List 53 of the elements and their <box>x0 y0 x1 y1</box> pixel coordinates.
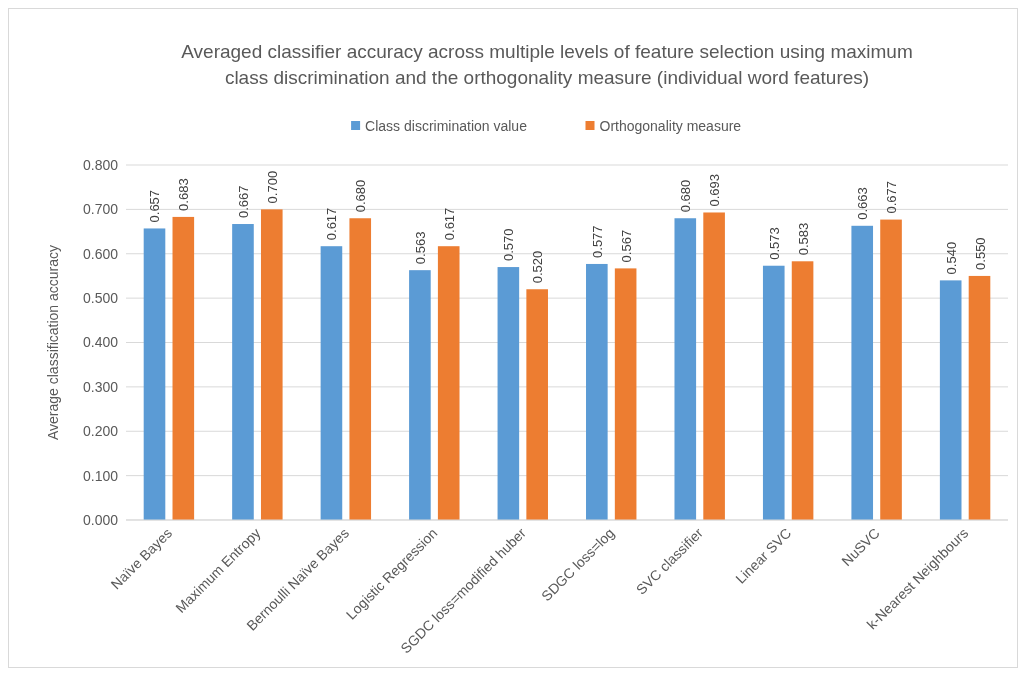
y-tick-label: 0.000 <box>82 511 119 528</box>
chart-title: Averaged classifier accuracy across multiple levels of feature selection using maximum class discrimination and the orthogonality measure (individual word features) <box>181 41 913 88</box>
bar <box>172 216 195 520</box>
bar <box>437 246 460 520</box>
data-label: 0.617 <box>441 207 457 241</box>
y-tick-label: 0.400 <box>82 334 119 351</box>
bar <box>939 280 962 520</box>
bar <box>349 218 372 520</box>
y-tick-label: 0.100 <box>82 467 119 484</box>
bar <box>497 267 520 520</box>
bar <box>232 224 254 520</box>
data-label: 0.567 <box>618 229 634 263</box>
data-label: 0.520 <box>530 250 546 284</box>
bar <box>968 275 991 520</box>
data-label: 0.680 <box>678 179 694 213</box>
legend-label: Orthogonality measure <box>599 117 742 134</box>
y-tick-label: 0.800 <box>82 156 119 173</box>
data-label: 0.700 <box>264 170 280 204</box>
bar <box>320 246 343 520</box>
data-label: 0.693 <box>707 173 723 207</box>
y-tick-label: 0.300 <box>82 378 119 395</box>
data-label: 0.570 <box>501 228 517 262</box>
bar <box>409 270 431 520</box>
bar <box>586 263 608 520</box>
data-label: 0.573 <box>766 227 782 260</box>
data-label: 0.583 <box>795 222 811 256</box>
bar <box>614 268 637 520</box>
data-label: 0.577 <box>589 225 605 258</box>
bar <box>791 261 814 520</box>
data-label: 0.550 <box>972 237 988 270</box>
bar <box>143 228 166 520</box>
data-label: 0.563 <box>412 231 428 265</box>
bar <box>526 289 548 520</box>
data-label: 0.680 <box>353 179 369 213</box>
y-axis-title: Average classification accuracy <box>45 244 61 441</box>
data-label: 0.683 <box>176 178 192 211</box>
y-tick-label: 0.600 <box>82 245 119 262</box>
data-label: 0.617 <box>324 207 340 241</box>
bar <box>880 219 902 520</box>
data-label: 0.667 <box>235 185 251 219</box>
data-label: 0.677 <box>884 181 900 214</box>
y-tick-label: 0.700 <box>82 201 119 218</box>
bar <box>260 209 283 520</box>
bar <box>851 225 874 520</box>
legend-label: Class discrimination value <box>365 117 528 134</box>
data-label: 0.540 <box>943 241 959 275</box>
bar <box>674 218 697 520</box>
y-tick-label: 0.200 <box>82 423 119 440</box>
data-label: 0.657 <box>147 189 163 223</box>
data-label: 0.663 <box>855 187 871 220</box>
y-tick-label: 0.500 <box>82 290 119 307</box>
bar <box>703 212 725 520</box>
bar <box>762 265 785 520</box>
